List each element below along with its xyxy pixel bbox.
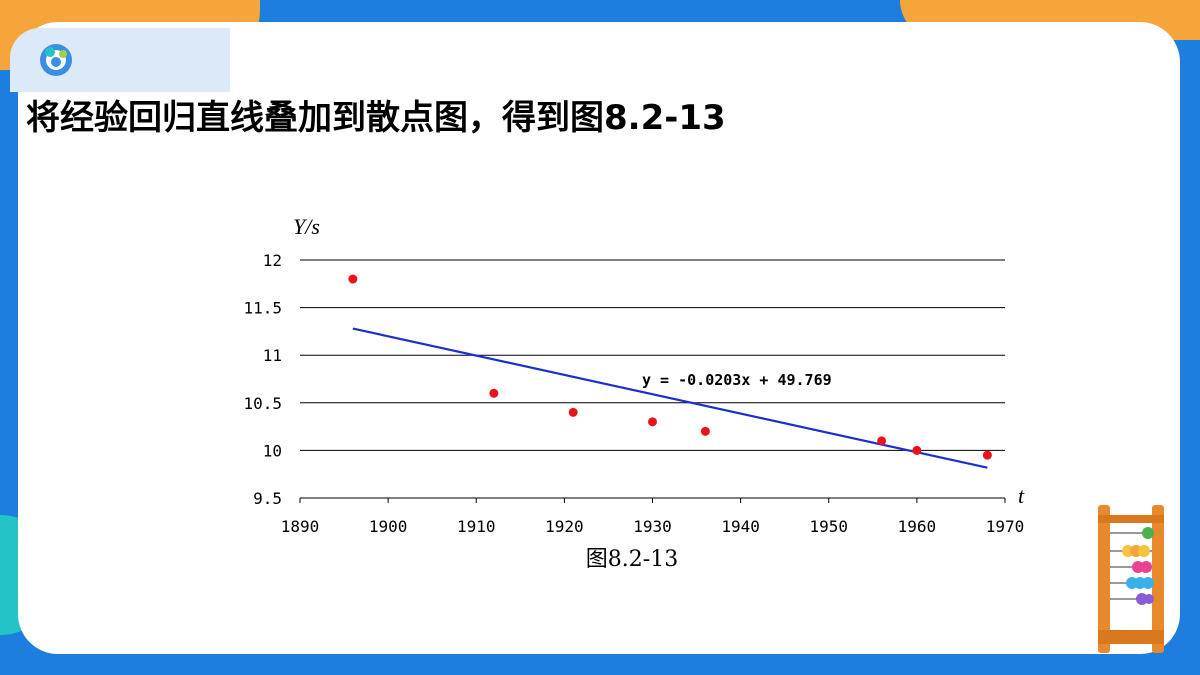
data-point [489, 388, 499, 398]
y-tick-label: 11.5 [243, 299, 282, 318]
data-point [700, 426, 710, 436]
data-point [912, 445, 922, 455]
x-tick-label: 1890 [281, 517, 320, 536]
y-tick-labels: 9.5 10 10.5 11 11.5 12 [243, 251, 282, 508]
regression-line [352, 327, 988, 469]
logo-icon [40, 44, 72, 76]
slide-card [18, 22, 1180, 654]
y-tick-label: 10 [263, 441, 282, 460]
x-tick-label: 1910 [457, 517, 496, 536]
y-tick-label: 10.5 [243, 394, 282, 413]
x-tick-label: 1960 [898, 517, 937, 536]
figure-caption: 图8.2-13 [586, 547, 678, 572]
x-tick-label: 1940 [721, 517, 760, 536]
y-tick-label: 11 [263, 346, 282, 365]
y-tick-label: 12 [263, 251, 282, 270]
data-points [348, 274, 992, 460]
x-tick-label: 1950 [809, 517, 848, 536]
page-title: 将经验回归直线叠加到散点图，得到图8.2-13 [26, 98, 726, 138]
data-point [348, 274, 358, 284]
x-tick-labels: 1890 1900 1910 1920 1930 1940 1950 1960 1970 [281, 498, 1025, 536]
abacus-icon [1098, 505, 1164, 653]
data-point [982, 450, 992, 460]
y-axis-label: Y/s [293, 214, 320, 239]
x-tick-label: 1970 [986, 517, 1025, 536]
y-tick-label: 9.5 [253, 489, 282, 508]
data-point [648, 417, 657, 427]
regression-equation-label: y = -0.0203x + 49.769 [642, 371, 832, 389]
x-tick-label: 1900 [369, 517, 408, 536]
x-tick-label: 1920 [545, 517, 584, 536]
data-point [877, 436, 887, 446]
x-axis-label: t [1018, 483, 1025, 508]
data-point [568, 407, 578, 417]
x-tick-label: 1930 [633, 517, 672, 536]
